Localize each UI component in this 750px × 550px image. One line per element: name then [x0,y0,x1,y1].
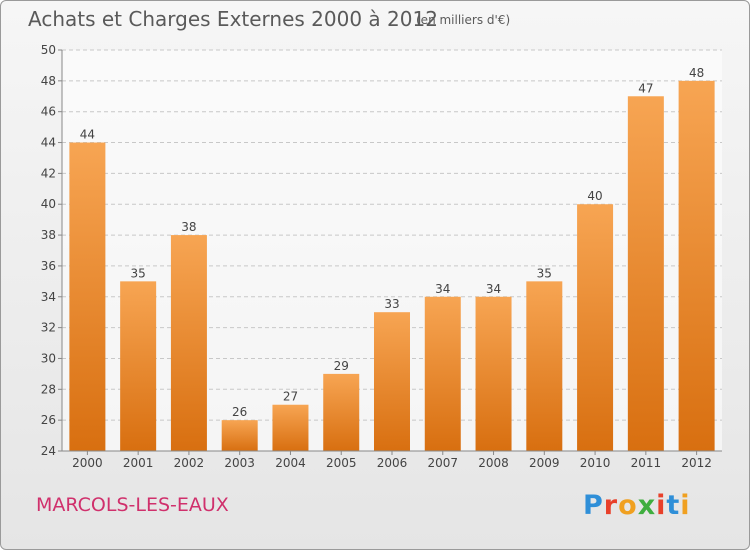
bar [374,312,410,451]
y-tick-label: 38 [41,228,56,242]
data-label: 33 [384,297,399,311]
data-label: 26 [232,405,247,419]
y-tick-label: 28 [41,382,56,396]
proxiti-logo[interactable]: Proxiti [583,490,691,521]
y-tick-label: 30 [41,351,56,365]
bar [526,281,563,451]
x-tick-label: 2010 [580,456,611,470]
logo-letter: i [656,490,667,521]
x-tick-label: 2004 [275,456,306,470]
bar [424,296,461,451]
x-tick-label: 2003 [224,456,255,470]
bar [120,281,157,451]
data-label: 47 [638,81,653,95]
data-label: 27 [283,390,298,404]
x-tick-label: 2000 [72,456,103,470]
y-tick-label: 44 [41,136,56,150]
bar [323,373,360,451]
y-tick-label: 40 [41,197,56,211]
x-tick-label: 2001 [123,456,154,470]
bar [221,420,258,451]
y-tick-label: 46 [41,105,56,119]
data-label: 29 [334,359,349,373]
y-tick-label: 24 [41,444,56,458]
y-tick-label: 34 [41,290,56,304]
data-label: 38 [181,220,196,234]
y-tick-label: 36 [41,259,56,273]
labels: 24 26 28 30 32 34 36 38 40 42 44 46 48 50 44 2000 35 2001… [41,43,712,470]
y-tick-label: 50 [41,43,56,57]
data-label: 48 [689,66,704,80]
y-tick-label: 42 [41,166,56,180]
bar [678,80,715,451]
bar [69,142,106,452]
x-tick-label: 2005 [326,456,357,470]
bar [272,404,309,451]
bars [69,80,715,452]
y-tick-label: 26 [41,413,56,427]
data-label: 34 [486,282,501,296]
chart-unit: (en milliers d'€) [416,13,511,27]
x-tick-label: 2011 [631,456,662,470]
data-label: 35 [537,266,552,280]
data-label: 35 [131,266,146,280]
logo-letter: r [603,490,619,521]
axes [58,49,722,455]
logo-letter: x [637,490,657,521]
x-tick-label: 2009 [529,456,560,470]
logo-letter: P [583,490,604,521]
x-tick-label: 2008 [478,456,509,470]
x-tick-label: 2012 [681,456,712,470]
y-tick-label: 32 [41,321,56,335]
logo-letter: o [618,490,638,521]
y-tick-label: 48 [41,74,56,88]
x-tick-label: 2006 [377,456,408,470]
data-label: 44 [80,128,95,142]
x-tick-label: 2002 [174,456,205,470]
x-tick-label: 2007 [427,456,458,470]
data-label: 34 [435,282,450,296]
bar [627,96,664,452]
bar [170,235,207,451]
bar [475,296,512,451]
logo-letter: t [666,490,681,521]
logo-letter: i [680,490,691,521]
bar [577,204,614,451]
data-label: 40 [587,189,602,203]
commune-name: MARCOLS-LES-EAUX [36,494,229,516]
chart-title: Achats et Charges Externes 2000 à 2012 [28,7,438,31]
